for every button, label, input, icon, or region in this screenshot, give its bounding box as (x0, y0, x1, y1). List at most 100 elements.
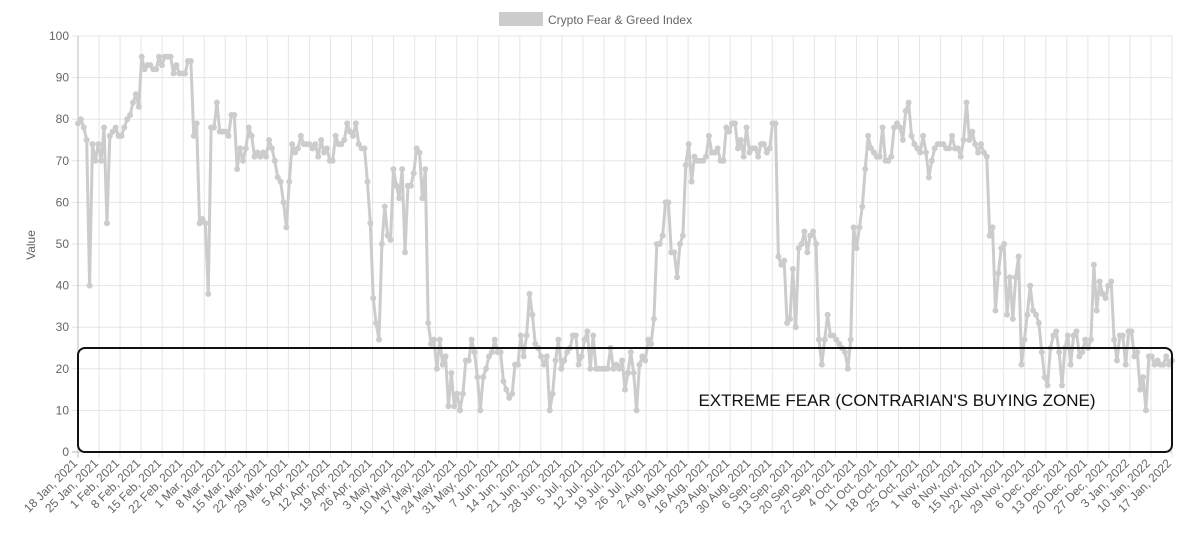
data-point[interactable] (552, 357, 559, 364)
data-point[interactable] (260, 149, 267, 156)
data-point[interactable] (642, 357, 649, 364)
data-point[interactable] (370, 295, 377, 302)
data-point[interactable] (271, 157, 278, 164)
data-point[interactable] (274, 174, 281, 181)
data-point[interactable] (118, 132, 125, 139)
data-point[interactable] (1076, 353, 1083, 360)
data-point[interactable] (477, 407, 484, 414)
data-point[interactable] (946, 145, 953, 152)
data-point[interactable] (740, 153, 747, 160)
data-point[interactable] (1030, 307, 1037, 314)
data-point[interactable] (129, 99, 136, 106)
data-point[interactable] (896, 124, 903, 131)
data-point[interactable] (338, 141, 345, 148)
data-point[interactable] (361, 145, 368, 152)
data-point[interactable] (98, 157, 105, 164)
data-point[interactable] (1160, 361, 1167, 368)
data-point[interactable] (416, 149, 423, 156)
data-point[interactable] (1087, 336, 1094, 343)
data-point[interactable] (520, 353, 527, 360)
data-point[interactable] (83, 137, 90, 143)
data-point[interactable] (257, 153, 264, 160)
data-point[interactable] (268, 145, 275, 152)
data-point[interactable] (341, 137, 348, 143)
data-point[interactable] (196, 220, 203, 227)
data-point[interactable] (1006, 274, 1013, 281)
data-point[interactable] (954, 145, 961, 152)
data-point[interactable] (1053, 328, 1060, 335)
data-point[interactable] (587, 365, 594, 372)
data-point[interactable] (205, 290, 212, 297)
data-point[interactable] (147, 62, 154, 69)
data-point[interactable] (384, 232, 391, 239)
data-point[interactable] (1142, 407, 1149, 414)
data-point[interactable] (251, 153, 258, 160)
data-point[interactable] (604, 365, 611, 372)
data-point[interactable] (841, 349, 848, 356)
data-point[interactable] (488, 349, 495, 356)
data-point[interactable] (899, 137, 906, 143)
data-point[interactable] (700, 157, 707, 164)
data-point[interactable] (772, 120, 779, 127)
data-point[interactable] (381, 203, 388, 210)
data-point[interactable] (645, 336, 652, 343)
data-point[interactable] (703, 153, 710, 160)
data-point[interactable] (546, 407, 553, 414)
data-point[interactable] (127, 112, 134, 119)
data-point[interactable] (286, 178, 293, 185)
data-point[interactable] (451, 403, 458, 410)
data-point[interactable] (619, 357, 626, 364)
data-point[interactable] (972, 141, 979, 148)
data-point[interactable] (992, 307, 999, 314)
data-point[interactable] (813, 241, 820, 247)
data-point[interactable] (801, 228, 808, 235)
data-point[interactable] (639, 353, 646, 360)
data-point[interactable] (329, 157, 336, 164)
data-point[interactable] (1044, 382, 1051, 389)
data-point[interactable] (676, 241, 683, 247)
data-point[interactable] (711, 149, 718, 156)
data-point[interactable] (1001, 241, 1008, 247)
data-point[interactable] (627, 349, 634, 356)
data-point[interactable] (920, 132, 927, 139)
data-point[interactable] (983, 153, 990, 160)
data-point[interactable] (572, 332, 579, 339)
data-point[interactable] (975, 149, 982, 156)
data-point[interactable] (911, 141, 918, 148)
data-point[interactable] (430, 336, 437, 343)
data-point[interactable] (1079, 349, 1086, 356)
data-point[interactable] (95, 141, 102, 148)
data-point[interactable] (755, 153, 762, 160)
data-point[interactable] (413, 145, 420, 152)
data-point[interactable] (506, 394, 513, 401)
data-point[interactable] (870, 149, 877, 156)
data-point[interactable] (182, 70, 189, 77)
data-point[interactable] (850, 224, 857, 231)
data-point[interactable] (679, 232, 686, 239)
data-point[interactable] (922, 149, 929, 156)
data-point[interactable] (1105, 282, 1112, 289)
data-point[interactable] (960, 137, 967, 143)
data-point[interactable] (112, 124, 119, 131)
data-point[interactable] (106, 132, 113, 139)
data-point[interactable] (468, 336, 475, 343)
data-point[interactable] (439, 361, 446, 368)
data-point[interactable] (986, 232, 993, 239)
data-point[interactable] (465, 357, 472, 364)
data-point[interactable] (1163, 353, 1170, 360)
data-point[interactable] (905, 99, 912, 106)
data-point[interactable] (433, 365, 440, 372)
data-point[interactable] (734, 145, 741, 152)
data-point[interactable] (410, 170, 417, 177)
data-point[interactable] (650, 315, 657, 322)
data-point[interactable] (199, 216, 206, 223)
data-point[interactable] (853, 245, 860, 252)
data-point[interactable] (321, 149, 328, 156)
data-point[interactable] (234, 166, 241, 173)
data-point[interactable] (723, 124, 730, 131)
data-point[interactable] (193, 120, 200, 127)
data-point[interactable] (86, 282, 93, 289)
data-point[interactable] (859, 203, 866, 210)
data-point[interactable] (436, 336, 443, 343)
data-point[interactable] (138, 53, 145, 60)
